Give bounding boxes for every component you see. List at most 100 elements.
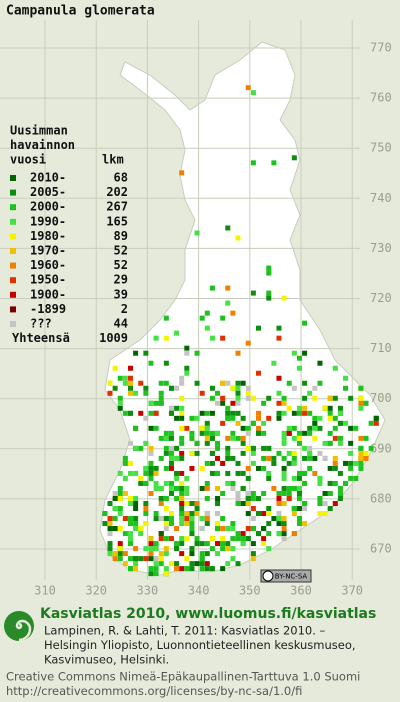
record-square (209, 395, 215, 401)
record-square (220, 526, 226, 532)
footer-heading: Kasviatlas 2010, www.luomus.fi/kasviatla… (40, 606, 376, 622)
record-square (256, 465, 261, 471)
record-square (143, 390, 149, 396)
record-square (302, 506, 308, 512)
record-square (302, 410, 308, 416)
record-square (168, 561, 174, 567)
record-square (250, 420, 256, 426)
record-square (230, 526, 236, 532)
record-square (281, 430, 287, 436)
record-square (158, 536, 164, 542)
record-square (215, 511, 221, 517)
record-square (220, 420, 226, 426)
record-square (112, 556, 118, 562)
record-square (307, 430, 313, 436)
record-square (235, 400, 241, 406)
logo (4, 611, 34, 642)
record-square (250, 450, 256, 456)
record-square (133, 350, 139, 356)
record-square (235, 531, 241, 537)
record-square (117, 470, 123, 476)
record-square (189, 546, 195, 552)
record-square (348, 460, 354, 466)
y-grid-label: 750 (370, 141, 392, 155)
record-square (245, 390, 251, 396)
record-square (133, 566, 139, 572)
record-square (317, 450, 323, 456)
record-square (209, 285, 215, 291)
legend-total-label: Yhteensä (12, 331, 70, 345)
record-square (317, 511, 323, 517)
record-square (225, 380, 231, 386)
record-square (327, 395, 333, 401)
record-square (225, 445, 231, 451)
record-square (220, 566, 226, 572)
record-square (107, 531, 113, 537)
y-grid-label: 720 (370, 291, 392, 305)
record-square (138, 480, 144, 486)
record-square (179, 375, 185, 381)
record-square (276, 400, 282, 406)
record-square (143, 350, 149, 356)
record-square (266, 445, 272, 451)
record-square (199, 516, 205, 522)
legend-count: 165 (106, 214, 128, 228)
record-square (291, 460, 297, 466)
record-square (199, 410, 205, 416)
record-square (163, 566, 169, 572)
record-square (266, 521, 272, 527)
record-square (245, 501, 251, 506)
record-square (261, 541, 267, 547)
record-square (194, 536, 200, 542)
record-square (199, 561, 205, 567)
legend-label: 1950- (30, 273, 66, 287)
record-square (133, 470, 139, 476)
x-grid-label: 350 (239, 584, 261, 598)
record-square (261, 455, 267, 461)
record-square (158, 501, 164, 506)
record-square (174, 455, 180, 461)
record-square (276, 531, 282, 537)
record-square (158, 561, 164, 567)
record-square (296, 435, 302, 441)
record-square (158, 531, 164, 537)
record-square (128, 365, 133, 371)
record-square (143, 511, 149, 517)
record-square (240, 470, 246, 476)
record-square (168, 435, 174, 441)
record-square (122, 561, 128, 567)
record-square (286, 450, 292, 456)
record-square (179, 566, 185, 572)
record-square (194, 501, 200, 506)
record-square (291, 511, 297, 517)
record-square (266, 415, 272, 421)
record-square (153, 556, 159, 562)
record-square (189, 511, 195, 517)
record-square (250, 395, 256, 401)
record-square (230, 485, 236, 491)
badge-text: BY-NC-SA (275, 573, 308, 581)
record-square (168, 485, 174, 491)
record-square (215, 521, 221, 527)
record-square (199, 485, 205, 491)
record-square (204, 435, 210, 441)
record-square (215, 470, 221, 476)
record-square (174, 566, 180, 572)
x-grid-label: 360 (290, 584, 312, 598)
record-square (261, 400, 267, 406)
record-square (250, 290, 256, 296)
record-square (117, 375, 123, 381)
record-square (337, 435, 343, 441)
record-square (225, 415, 231, 421)
record-square (332, 460, 338, 466)
record-square (235, 235, 241, 241)
y-grid-label: 710 (370, 341, 392, 355)
y-grid-label: 730 (370, 241, 392, 255)
record-square (240, 501, 246, 506)
record-square (122, 516, 128, 522)
record-square (281, 521, 287, 527)
record-square (158, 435, 164, 441)
record-square (281, 531, 287, 537)
record-square (168, 445, 174, 451)
record-square (245, 395, 251, 401)
